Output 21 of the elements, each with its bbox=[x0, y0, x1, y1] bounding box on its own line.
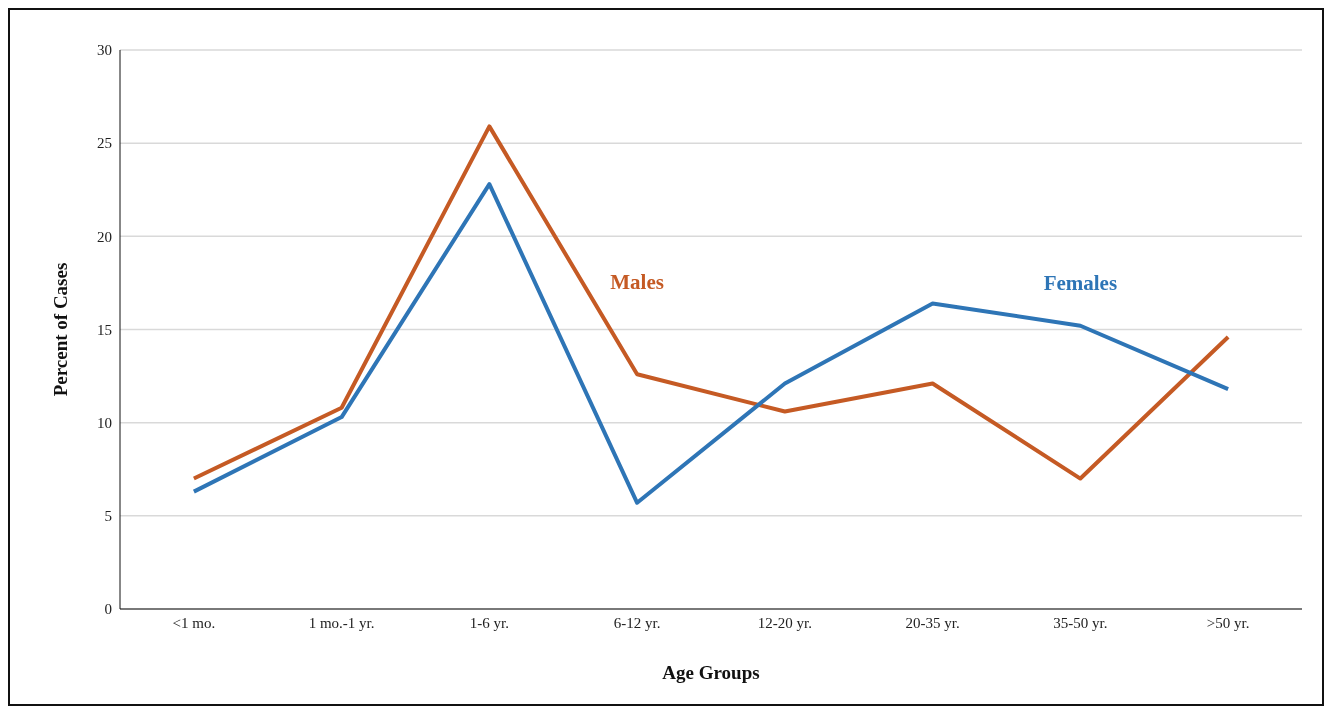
y-tick-label: 5 bbox=[104, 508, 112, 525]
y-tick-label: 15 bbox=[97, 321, 112, 338]
x-axis-title: Age Groups bbox=[662, 662, 760, 683]
line-series bbox=[191, 124, 1231, 481]
y-tick-label: 20 bbox=[97, 228, 112, 245]
x-tick-label: 1-6 yr. bbox=[469, 614, 509, 631]
y-tick-label: 30 bbox=[97, 42, 112, 59]
series-label: Males bbox=[610, 270, 664, 295]
x-tick-label: <1 mo. bbox=[172, 614, 216, 631]
x-tick-label: 1 mo.-1 yr. bbox=[308, 614, 375, 631]
x-tick-label: 20-35 yr. bbox=[905, 614, 960, 631]
x-tick-label: 12-20 yr. bbox=[757, 614, 812, 631]
x-tick-label: 6-12 yr. bbox=[613, 614, 661, 631]
y-tick-label: 10 bbox=[97, 414, 112, 431]
y-axis-title: Percent of Cases bbox=[49, 262, 71, 397]
line-series bbox=[191, 182, 1231, 505]
x-tick-label: 35-50 yr. bbox=[1053, 614, 1108, 631]
series-label: Females bbox=[1043, 270, 1118, 295]
x-tick-label: >50 yr. bbox=[1206, 614, 1250, 631]
y-tick-label: 25 bbox=[97, 135, 112, 152]
y-tick-label: 0 bbox=[104, 601, 112, 618]
